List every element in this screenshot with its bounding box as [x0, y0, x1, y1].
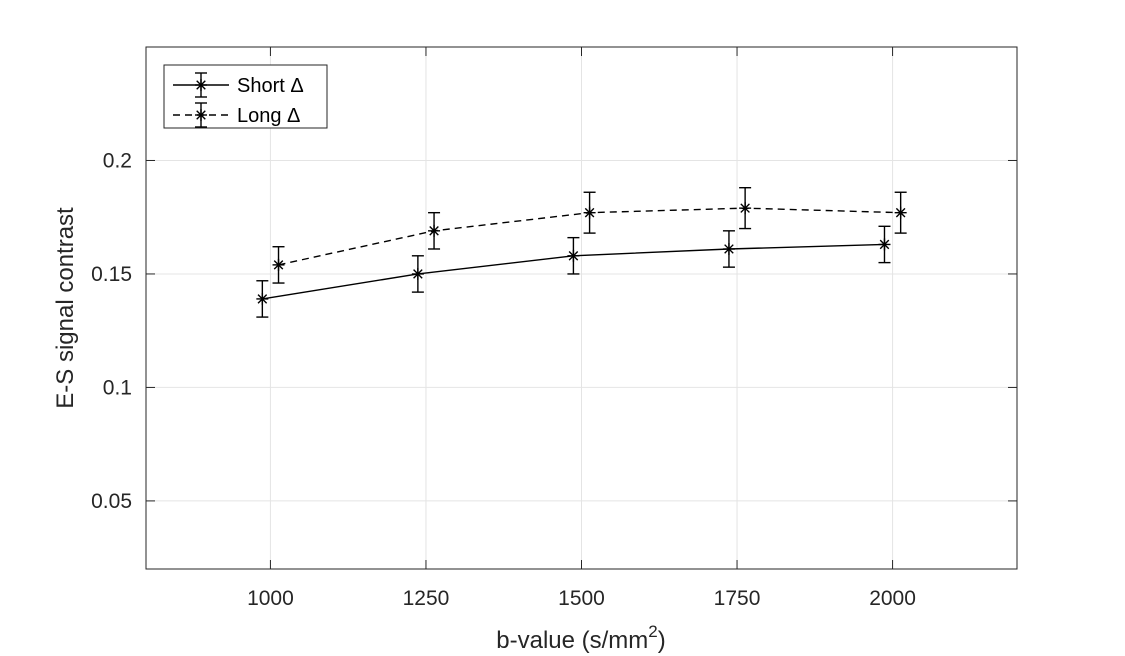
series-layer	[256, 187, 907, 318]
y-tick-label: 0.1	[103, 376, 132, 399]
x-tick-label: 1750	[714, 587, 761, 610]
data-point	[894, 206, 907, 219]
data-point	[411, 267, 424, 280]
y-tick-label: 0.2	[103, 149, 132, 172]
legend-entry-short	[173, 72, 229, 98]
data-point	[567, 249, 580, 262]
axis-ticks	[146, 47, 1017, 569]
grid	[146, 47, 1017, 569]
y-axis-title: E-S signal contrast	[52, 207, 79, 409]
data-point	[428, 224, 441, 237]
legend: Short Δ Long Δ	[163, 64, 328, 129]
x-axis-title-close: )	[658, 627, 666, 654]
x-axis-title: b-value (s/mm2)	[496, 622, 666, 654]
legend-label-short: Short Δ	[237, 75, 304, 97]
x-tick-label: 2000	[869, 587, 916, 610]
x-tick-label: 1000	[247, 587, 294, 610]
legend-marker	[195, 109, 207, 121]
series-long	[272, 187, 907, 284]
y-tick-label: 0.15	[91, 263, 132, 286]
legend-label-long: Long Δ	[237, 105, 300, 127]
y-tick-label: 0.05	[91, 490, 132, 513]
x-tick-label: 1500	[558, 587, 605, 610]
x-axis-title-superscript: 2	[648, 622, 657, 641]
data-point	[272, 258, 285, 271]
legend-entry-long	[173, 102, 229, 128]
data-point	[256, 292, 269, 305]
x-tick-label: 1250	[403, 587, 450, 610]
series-short	[256, 225, 891, 318]
legend-marker	[195, 79, 207, 91]
legend-box	[163, 64, 328, 129]
data-point	[583, 206, 596, 219]
data-point	[878, 238, 891, 251]
data-point	[722, 242, 735, 255]
data-point	[739, 202, 752, 215]
x-axis-title-main: b-value (s/mm	[496, 627, 648, 654]
